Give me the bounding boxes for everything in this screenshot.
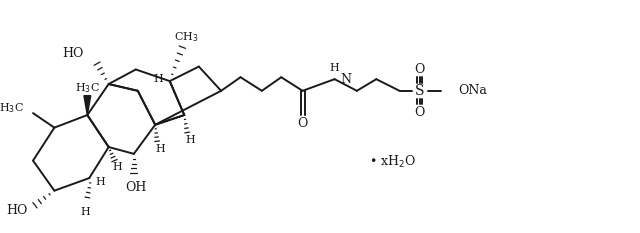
Text: H: H bbox=[185, 135, 195, 145]
Polygon shape bbox=[84, 96, 91, 115]
Text: H$_3$C: H$_3$C bbox=[0, 101, 24, 115]
Text: HO: HO bbox=[6, 204, 28, 216]
Text: H: H bbox=[113, 162, 122, 172]
Text: S: S bbox=[415, 84, 425, 98]
Text: H: H bbox=[95, 177, 105, 187]
Text: H: H bbox=[153, 74, 163, 84]
Text: O: O bbox=[415, 63, 425, 76]
Text: N: N bbox=[340, 73, 351, 86]
Text: CH$_3$: CH$_3$ bbox=[174, 31, 198, 44]
Text: O: O bbox=[415, 106, 425, 119]
Text: OH: OH bbox=[125, 181, 147, 194]
Text: H: H bbox=[155, 144, 165, 154]
Text: H$_3$C: H$_3$C bbox=[75, 81, 100, 95]
Text: O: O bbox=[298, 117, 308, 130]
Text: • xH$_2$O: • xH$_2$O bbox=[369, 154, 415, 170]
Text: HO: HO bbox=[62, 48, 83, 60]
Text: ONa: ONa bbox=[459, 84, 488, 97]
Text: H: H bbox=[330, 62, 339, 72]
Text: H: H bbox=[81, 207, 90, 217]
